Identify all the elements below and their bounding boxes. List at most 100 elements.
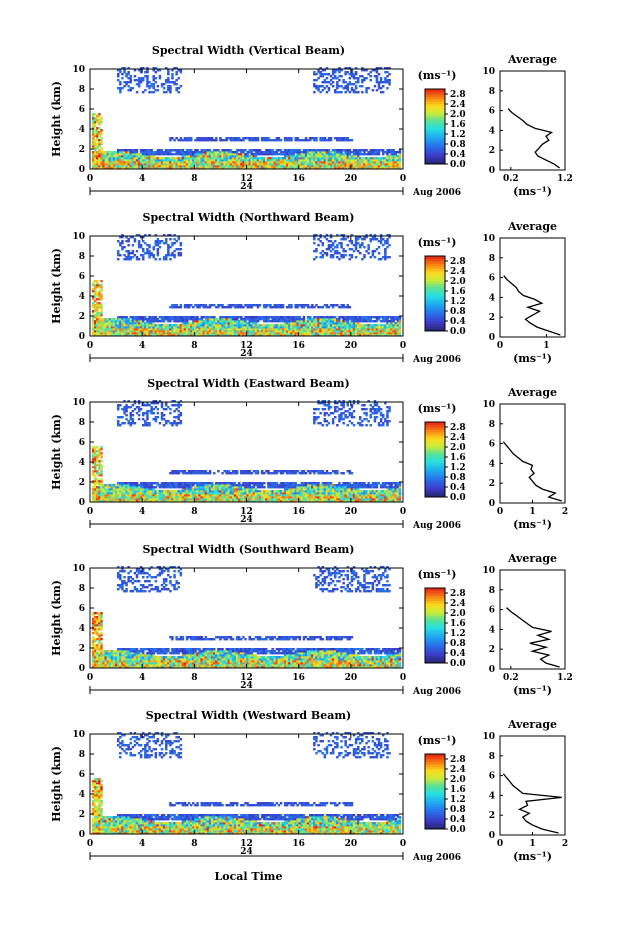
heat-cell: [275, 304, 279, 307]
heat-cell: [94, 458, 97, 461]
heat-cell: [119, 254, 122, 257]
heat-cell: [117, 494, 120, 497]
heat-cell: [160, 328, 164, 331]
heat-cell: [96, 153, 99, 156]
heat-cell: [200, 153, 203, 156]
heat-cell: [229, 334, 233, 337]
heat-cell: [150, 159, 153, 162]
heat-cell: [192, 328, 195, 331]
heat-cell: [346, 330, 349, 333]
heat-cell: [300, 161, 304, 164]
heat-cell: [336, 165, 339, 168]
heat-cell: [292, 155, 295, 158]
heat-cell: [271, 320, 274, 323]
heat-cell: [240, 157, 243, 160]
heat-cell: [185, 316, 189, 319]
heat-cell: [344, 320, 347, 323]
heat-cell: [129, 165, 132, 168]
heat-cell: [137, 324, 141, 327]
heat-cell: [175, 408, 178, 411]
heat-cell: [187, 159, 191, 162]
heat-cell: [135, 316, 139, 319]
heat-cell: [363, 153, 366, 156]
heat-cell: [382, 318, 385, 321]
heat-cell: [165, 492, 168, 495]
heat-cell: [144, 490, 147, 493]
heat-cell: [233, 330, 237, 333]
heat-cell: [192, 472, 195, 475]
heat-cell: [313, 71, 316, 74]
heat-cell: [206, 334, 210, 337]
heat-cell: [156, 330, 160, 333]
heat-cell: [167, 85, 170, 88]
heat-cell: [210, 488, 214, 491]
profile-y-tick-label: 4: [489, 293, 495, 303]
heat-cell: [334, 246, 337, 249]
heat-cell: [258, 157, 262, 160]
heat-cell: [346, 304, 349, 307]
heat-cell: [223, 334, 226, 337]
heat-cell: [177, 87, 180, 90]
heat-cell: [342, 159, 345, 162]
heat-cell: [192, 330, 195, 333]
heat-cell: [248, 328, 251, 331]
heat-cell: [137, 328, 141, 331]
heat-cell: [146, 67, 149, 70]
heat-cell: [139, 81, 143, 84]
heat-cell: [265, 137, 268, 140]
heat-cell: [235, 330, 239, 333]
heat-cell: [133, 498, 137, 501]
heat-cell: [336, 85, 339, 88]
heat-cell: [190, 324, 193, 327]
heat-cell: [315, 328, 318, 331]
heat-cell: [162, 316, 166, 319]
heat-cell: [142, 77, 145, 80]
heat-cell: [169, 320, 172, 323]
heat-cell: [133, 482, 137, 485]
heat-cell: [127, 258, 130, 261]
heat-cell: [388, 67, 391, 70]
heat-cell: [346, 322, 349, 325]
heat-cell: [179, 326, 183, 329]
heat-cell: [327, 73, 331, 76]
heat-cell: [175, 470, 178, 473]
heat-cell: [365, 167, 368, 170]
heat-cell: [386, 242, 389, 245]
heat-cell: [133, 488, 137, 491]
heat-cell: [167, 318, 170, 321]
heat-cell: [92, 157, 95, 160]
heat-cell: [102, 151, 105, 154]
heat-cell: [146, 490, 149, 493]
heat-cell: [94, 326, 97, 329]
heat-cell: [139, 326, 143, 329]
heat-cell: [317, 87, 320, 90]
heat-cell: [379, 79, 383, 82]
heat-cell: [290, 304, 293, 307]
heat-cell: [384, 67, 387, 70]
profile-y-tick-label: 4: [489, 126, 495, 136]
heat-cell: [167, 482, 170, 485]
heat-cell: [365, 328, 368, 331]
profile-y-tick-label: 0: [489, 166, 495, 176]
heat-cell: [375, 238, 379, 241]
heat-cell: [96, 318, 99, 321]
heat-cell: [181, 157, 185, 160]
heat-cell: [369, 79, 372, 82]
heat-cell: [208, 330, 212, 333]
heat-cell: [194, 482, 197, 485]
heat-cell: [371, 151, 375, 154]
heat-cell: [169, 332, 172, 335]
heat-cell: [271, 318, 274, 321]
heat-cell: [117, 258, 120, 261]
heat-cell: [144, 316, 147, 319]
heat-cell: [242, 332, 245, 335]
heat-cell: [377, 67, 381, 70]
heat-cell: [363, 330, 366, 333]
heat-cell: [169, 484, 172, 487]
heat-cell: [179, 500, 183, 503]
heat-cell: [294, 139, 297, 142]
heat-cell: [231, 328, 235, 331]
heat-cell: [104, 167, 107, 170]
heat-cell: [123, 326, 126, 329]
heat-cell: [106, 492, 110, 495]
